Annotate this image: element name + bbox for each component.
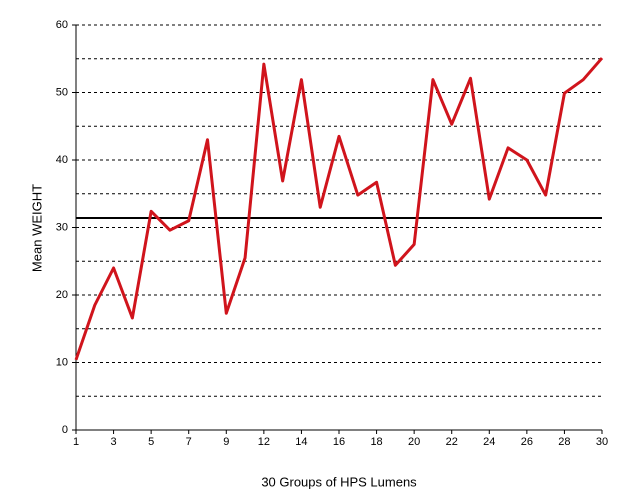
x-tick-label: 20 [408, 436, 420, 448]
x-tick-label: 1 [73, 436, 79, 448]
x-tick-label: 7 [186, 436, 192, 448]
y-tick-label: 50 [56, 86, 68, 98]
x-tick-label: 22 [446, 436, 458, 448]
x-tick-label: 24 [483, 436, 495, 448]
y-tick-label: 10 [56, 356, 68, 368]
y-tick-label: 60 [56, 19, 68, 31]
x-tick-label: 26 [521, 436, 533, 448]
x-tick-label: 28 [558, 436, 570, 448]
y-tick-label: 20 [56, 289, 68, 301]
data-line [74, 57, 604, 361]
y-tick-label: 0 [62, 424, 68, 436]
x-tick-label: 3 [111, 436, 117, 448]
x-axis-title: 30 Groups of HPS Lumens [261, 474, 417, 489]
x-tick-label: 30 [596, 436, 608, 448]
y-tick-label: 40 [56, 154, 68, 166]
x-tick-label: 14 [295, 436, 307, 448]
x-tick-label: 16 [333, 436, 345, 448]
x-tick-label: 12 [258, 436, 270, 448]
x-tick-label: 5 [148, 436, 154, 448]
x-tick-label: 9 [223, 436, 229, 448]
x-tick-label: 18 [370, 436, 382, 448]
y-tick-label: 30 [56, 221, 68, 233]
y-axis-title: Mean WEIGHT [29, 184, 44, 272]
